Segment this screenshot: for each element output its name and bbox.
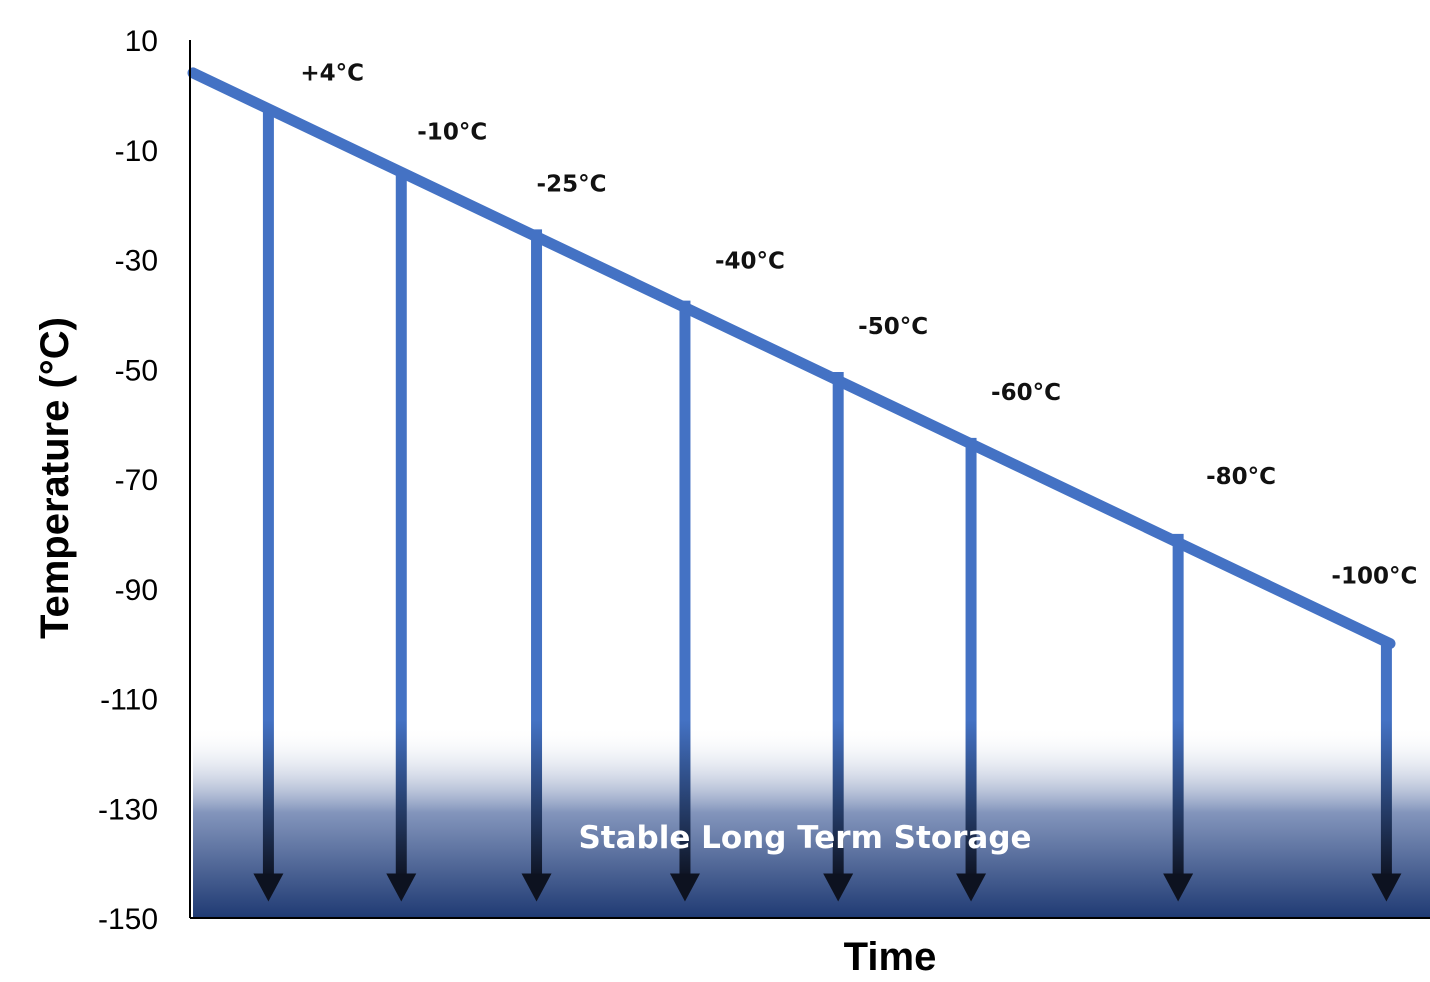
storage-zone-label: Stable Long Term Storage [578,820,1031,856]
cooling-arrow-head [386,873,417,902]
y-tick-label: -90 [115,574,158,607]
cooling-rate-line [187,67,1396,650]
axis-layer: 10 -10 -30 -50 -70 -90 -110 -130 -150 Temperature… [33,25,1430,979]
cooling-arrow-head [669,873,700,902]
x-axis-title: Time [844,935,937,979]
y-tick-label: -10 [115,135,158,168]
y-tick-label: -30 [115,245,158,278]
cooling-arrow-head [1371,873,1402,902]
temperature-point-label: -80°C [1206,464,1276,490]
y-tick-label: -130 [98,793,158,826]
temperature-point-label: -40°C [715,249,785,275]
y-tick-label: -50 [115,354,158,387]
temperature-point-label: -100°C [1331,564,1417,590]
temperature-point-label: -25°C [537,171,607,197]
temperature-point-label: -60°C [991,380,1061,406]
temperature-point-label: -10°C [417,119,487,145]
y-axis-title: Temperature (°C) [33,317,77,639]
cooling-arrow-head [956,873,987,902]
y-tick-label: -110 [100,684,158,717]
line-layer [187,67,1396,650]
cooling-arrow-head [1163,873,1194,902]
y-tick-label: -70 [115,464,158,497]
cooling-arrow-head [253,873,284,902]
cooling-arrow-head [823,873,854,902]
y-tick-label: 10 [125,25,158,58]
y-tick-label: -150 [98,903,158,936]
temperature-point-label: -50°C [858,314,928,340]
temperature-point-label: +4°C [300,61,364,87]
label-layer: Stable Long Term Storage +4°C -10°C -25°C -4… [300,61,1417,856]
cooling-arrow-head [521,873,552,902]
arrow-layer [253,108,1402,902]
